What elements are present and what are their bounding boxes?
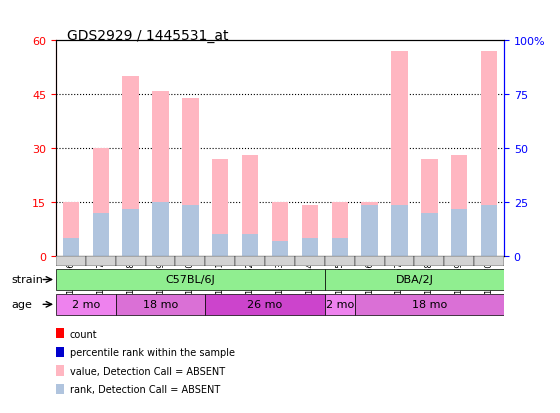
- Text: rank, Detection Call = ABSENT: rank, Detection Call = ABSENT: [70, 385, 220, 394]
- Bar: [182, 206, 199, 256]
- Bar: [361, 202, 378, 256]
- FancyBboxPatch shape: [116, 294, 206, 315]
- Bar: [212, 159, 228, 256]
- Bar: [332, 202, 348, 256]
- Text: value, Detection Call = ABSENT: value, Detection Call = ABSENT: [70, 366, 225, 376]
- Text: 18 mo: 18 mo: [412, 299, 447, 310]
- Text: 2 mo: 2 mo: [72, 299, 100, 310]
- Bar: [481, 206, 497, 256]
- FancyBboxPatch shape: [116, 256, 146, 266]
- Bar: [152, 91, 169, 256]
- Bar: [421, 213, 437, 256]
- Bar: [391, 52, 408, 256]
- Bar: [481, 52, 497, 256]
- Bar: [212, 235, 228, 256]
- FancyBboxPatch shape: [86, 256, 116, 266]
- Bar: [242, 156, 258, 256]
- FancyBboxPatch shape: [56, 294, 116, 315]
- FancyBboxPatch shape: [385, 256, 414, 266]
- Bar: [302, 206, 318, 256]
- Bar: [63, 202, 79, 256]
- FancyBboxPatch shape: [444, 256, 474, 266]
- Bar: [361, 206, 378, 256]
- Bar: [123, 77, 139, 256]
- FancyBboxPatch shape: [354, 256, 385, 266]
- Text: strain: strain: [11, 275, 43, 285]
- Bar: [92, 213, 109, 256]
- Text: 18 mo: 18 mo: [143, 299, 178, 310]
- Bar: [242, 235, 258, 256]
- Text: percentile rank within the sample: percentile rank within the sample: [70, 347, 235, 357]
- Text: 26 mo: 26 mo: [248, 299, 283, 310]
- Text: count: count: [70, 329, 97, 339]
- Text: GDS2929 / 1445531_at: GDS2929 / 1445531_at: [67, 29, 228, 43]
- FancyBboxPatch shape: [295, 256, 325, 266]
- Bar: [123, 209, 139, 256]
- Bar: [421, 159, 437, 256]
- FancyBboxPatch shape: [206, 294, 325, 315]
- Bar: [152, 202, 169, 256]
- FancyBboxPatch shape: [206, 256, 235, 266]
- Bar: [451, 156, 468, 256]
- Bar: [451, 209, 468, 256]
- Bar: [182, 99, 199, 256]
- FancyBboxPatch shape: [56, 270, 325, 290]
- Text: DBA/2J: DBA/2J: [395, 275, 433, 285]
- Text: C57BL/6J: C57BL/6J: [166, 275, 215, 285]
- FancyBboxPatch shape: [325, 294, 354, 315]
- Bar: [272, 242, 288, 256]
- FancyBboxPatch shape: [265, 256, 295, 266]
- Bar: [332, 238, 348, 256]
- FancyBboxPatch shape: [235, 256, 265, 266]
- Bar: [391, 206, 408, 256]
- Bar: [272, 202, 288, 256]
- FancyBboxPatch shape: [325, 256, 354, 266]
- FancyBboxPatch shape: [175, 256, 206, 266]
- FancyBboxPatch shape: [354, 294, 504, 315]
- FancyBboxPatch shape: [474, 256, 504, 266]
- Bar: [302, 238, 318, 256]
- FancyBboxPatch shape: [146, 256, 175, 266]
- Bar: [92, 149, 109, 256]
- FancyBboxPatch shape: [414, 256, 444, 266]
- FancyBboxPatch shape: [56, 256, 86, 266]
- Text: age: age: [11, 299, 32, 310]
- Text: 2 mo: 2 mo: [325, 299, 354, 310]
- Bar: [63, 238, 79, 256]
- FancyBboxPatch shape: [325, 270, 504, 290]
